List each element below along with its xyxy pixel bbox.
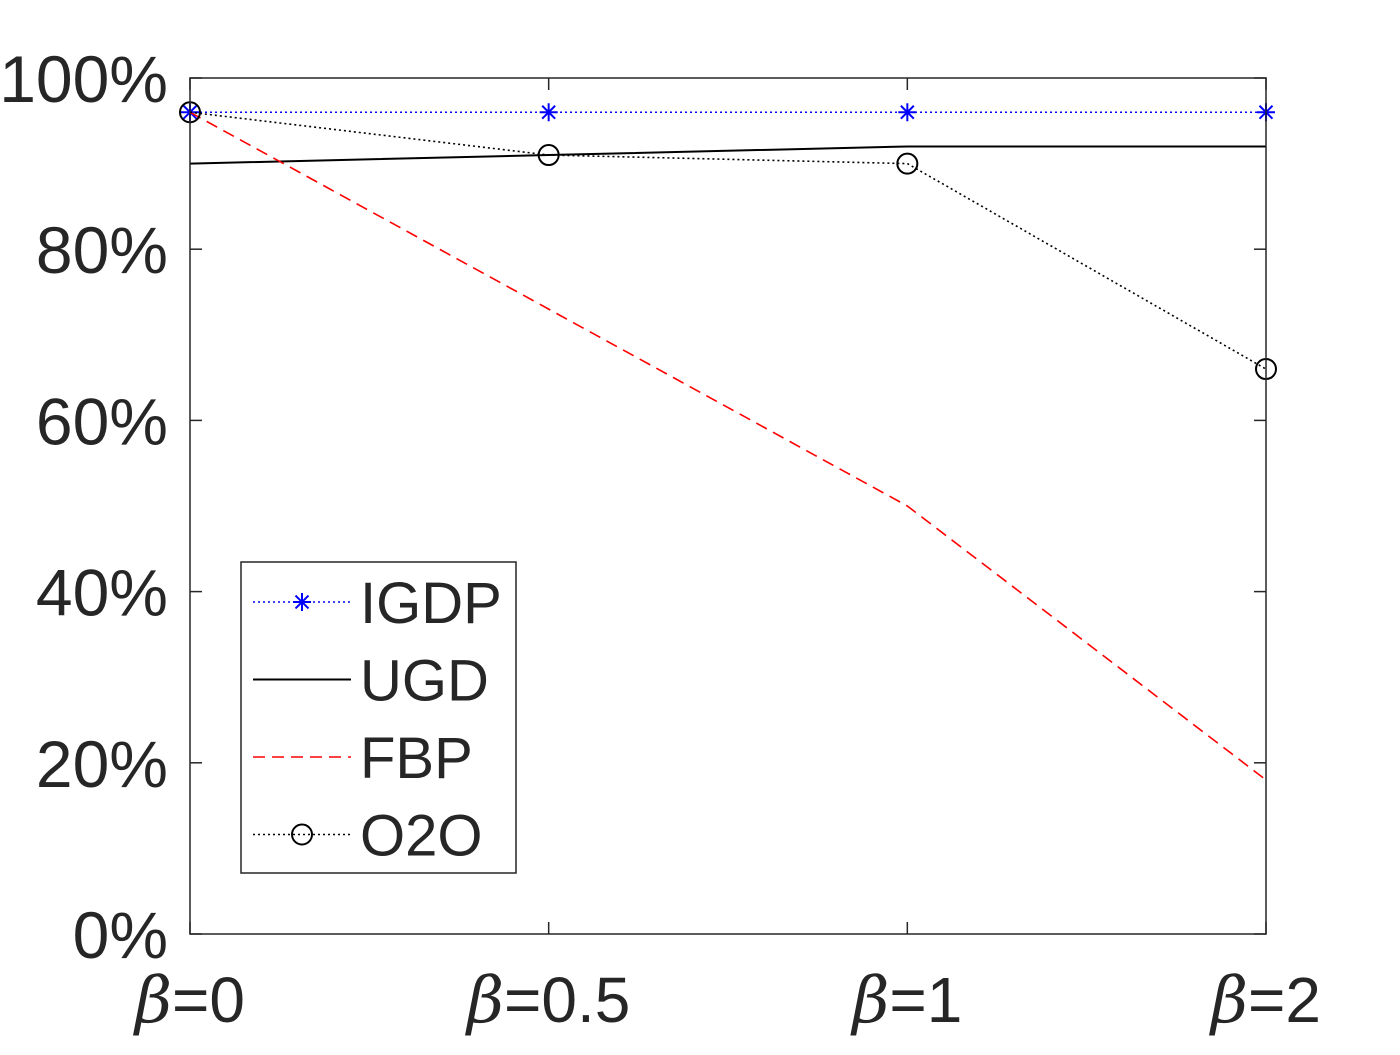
legend-item-fbp: FBP bbox=[253, 726, 473, 791]
series-line-ugd bbox=[189, 145, 1266, 165]
y-tick-label: 60% bbox=[36, 384, 168, 458]
legend-label: FBP bbox=[360, 726, 473, 791]
axes-box bbox=[189, 77, 1267, 935]
y-tick-label: 0% bbox=[73, 898, 168, 972]
legend-marker bbox=[293, 593, 311, 611]
legend-label: O2O bbox=[360, 804, 483, 869]
legend-box bbox=[240, 561, 517, 874]
y-tick-label: 100% bbox=[0, 42, 168, 116]
x-tick-label: β=2 bbox=[1209, 964, 1321, 1038]
data-point-igdp bbox=[539, 103, 558, 122]
legend-item-ugd: UGD bbox=[253, 649, 489, 714]
legend-marker bbox=[291, 823, 313, 846]
y-tick-label: 40% bbox=[36, 556, 168, 630]
x-tick-label: β=1 bbox=[850, 964, 962, 1038]
x-tick-label: β=0 bbox=[133, 964, 245, 1038]
data-point-o2o bbox=[537, 144, 560, 167]
y-tick-label: 80% bbox=[36, 213, 168, 287]
legend-item-igdp: IGDP bbox=[253, 571, 502, 636]
y-tick-label: 20% bbox=[36, 727, 168, 801]
legend-label: UGD bbox=[360, 649, 489, 714]
x-tick-label: β=0.5 bbox=[465, 964, 630, 1038]
data-point-o2o bbox=[896, 152, 919, 175]
series-ugd bbox=[189, 145, 1266, 165]
series-line-fbp bbox=[189, 111, 1267, 781]
legend-label: IGDP bbox=[360, 571, 502, 636]
data-point-igdp bbox=[898, 103, 917, 122]
series-fbp bbox=[189, 111, 1267, 781]
series-line-o2o bbox=[189, 111, 1267, 370]
legend-item-o2o: O2O bbox=[253, 804, 483, 869]
